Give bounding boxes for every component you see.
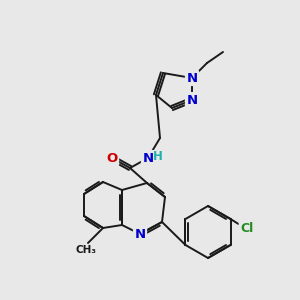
Text: O: O bbox=[106, 152, 118, 164]
Text: H: H bbox=[153, 151, 163, 164]
Text: N: N bbox=[142, 152, 154, 164]
Text: N: N bbox=[186, 94, 198, 106]
Text: N: N bbox=[134, 227, 146, 241]
Text: CH₃: CH₃ bbox=[76, 245, 97, 255]
Text: Cl: Cl bbox=[240, 221, 253, 235]
Text: N: N bbox=[186, 71, 198, 85]
